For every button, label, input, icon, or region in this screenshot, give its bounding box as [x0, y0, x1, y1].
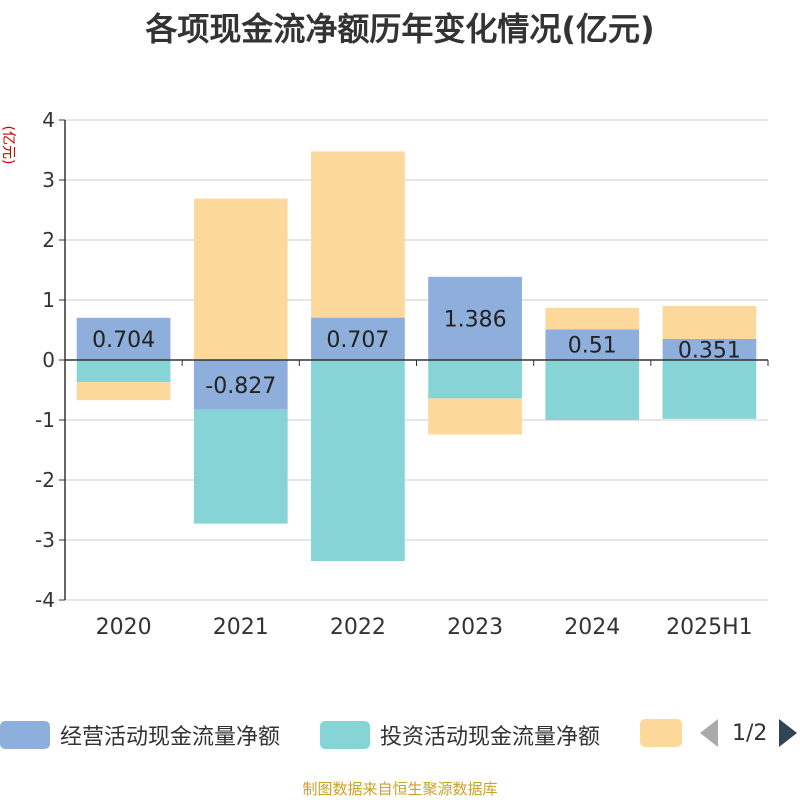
bar-segment [311, 151, 405, 318]
y-tick-label: 0 [42, 348, 55, 372]
bar-segment [428, 398, 522, 435]
x-tick-label: 2020 [96, 615, 152, 640]
legend-label: 投资活动现金流量净额 [380, 725, 601, 750]
bar-segment [428, 360, 522, 399]
data-label: 0.704 [92, 328, 155, 353]
legend-item-operating[interactable]: 经营活动现金流量净额 [0, 719, 280, 751]
x-tick-label: 2024 [564, 615, 620, 640]
y-tick-label: 2 [42, 228, 55, 252]
bar-segment [311, 360, 405, 561]
data-label: 0.51 [568, 334, 617, 359]
bar-segment [545, 307, 640, 330]
y-tick-label: -4 [35, 588, 55, 612]
bar-segment [545, 329, 640, 360]
data-label: 1.386 [444, 307, 507, 332]
bars [76, 151, 757, 561]
y-axis-label: (亿元) [0, 126, 16, 165]
bar-segment [545, 360, 640, 420]
legend-swatch [0, 721, 50, 749]
bar-segment [193, 360, 288, 410]
y-tick-label: -2 [35, 468, 55, 492]
x-tick-label: 2021 [213, 615, 269, 640]
legend-item-third[interactable] [640, 719, 692, 747]
pager-next-icon[interactable] [779, 719, 798, 747]
y-tick-label: 1 [42, 288, 55, 312]
bar-segment [193, 198, 288, 360]
x-tick-label: 2023 [447, 615, 503, 640]
legend-item-investing[interactable]: 投资活动现金流量净额 [320, 719, 600, 751]
bar-segment [662, 338, 757, 360]
data-label: -0.827 [205, 374, 276, 399]
y-tick-label: -3 [35, 528, 55, 552]
bar-segment [311, 317, 405, 360]
x-tick-label: 2022 [330, 615, 386, 640]
pager-text: 1/2 [732, 720, 768, 746]
y-tick-label: 3 [42, 168, 55, 192]
y-tick-label: 4 [42, 108, 55, 132]
x-tick-label: 2025H1 [666, 615, 753, 640]
bar-segment [662, 305, 757, 339]
axes: -4 -3 -2 -1 0 1 2 3 4 2020 2021 2022 2023 2024 2025H1 [35, 108, 769, 640]
chart-title: 各项现金流净额历年变化情况(亿元) [145, 10, 655, 48]
bar-segment [662, 360, 757, 419]
source-note: 制图数据来自恒生聚源数据库 [302, 780, 498, 798]
bar-segment [76, 360, 171, 383]
bar-segment [428, 276, 522, 360]
y-tick-label: -1 [35, 408, 55, 432]
bar-segment [193, 409, 288, 524]
data-label: 0.351 [678, 338, 741, 363]
data-labels: 0.704 -0.827 0.707 1.386 0.51 0.351 [92, 307, 741, 398]
pager-prev-icon[interactable] [700, 719, 718, 747]
bar-segment [76, 382, 171, 401]
legend-swatch [640, 719, 682, 747]
data-label: 0.707 [326, 328, 389, 353]
legend-label: 经营活动现金流量净额 [60, 725, 281, 750]
legend-swatch [320, 721, 370, 749]
legend-pager: 1/2 [700, 719, 798, 747]
bar-segment [76, 317, 171, 360]
grid-lines [65, 119, 768, 601]
